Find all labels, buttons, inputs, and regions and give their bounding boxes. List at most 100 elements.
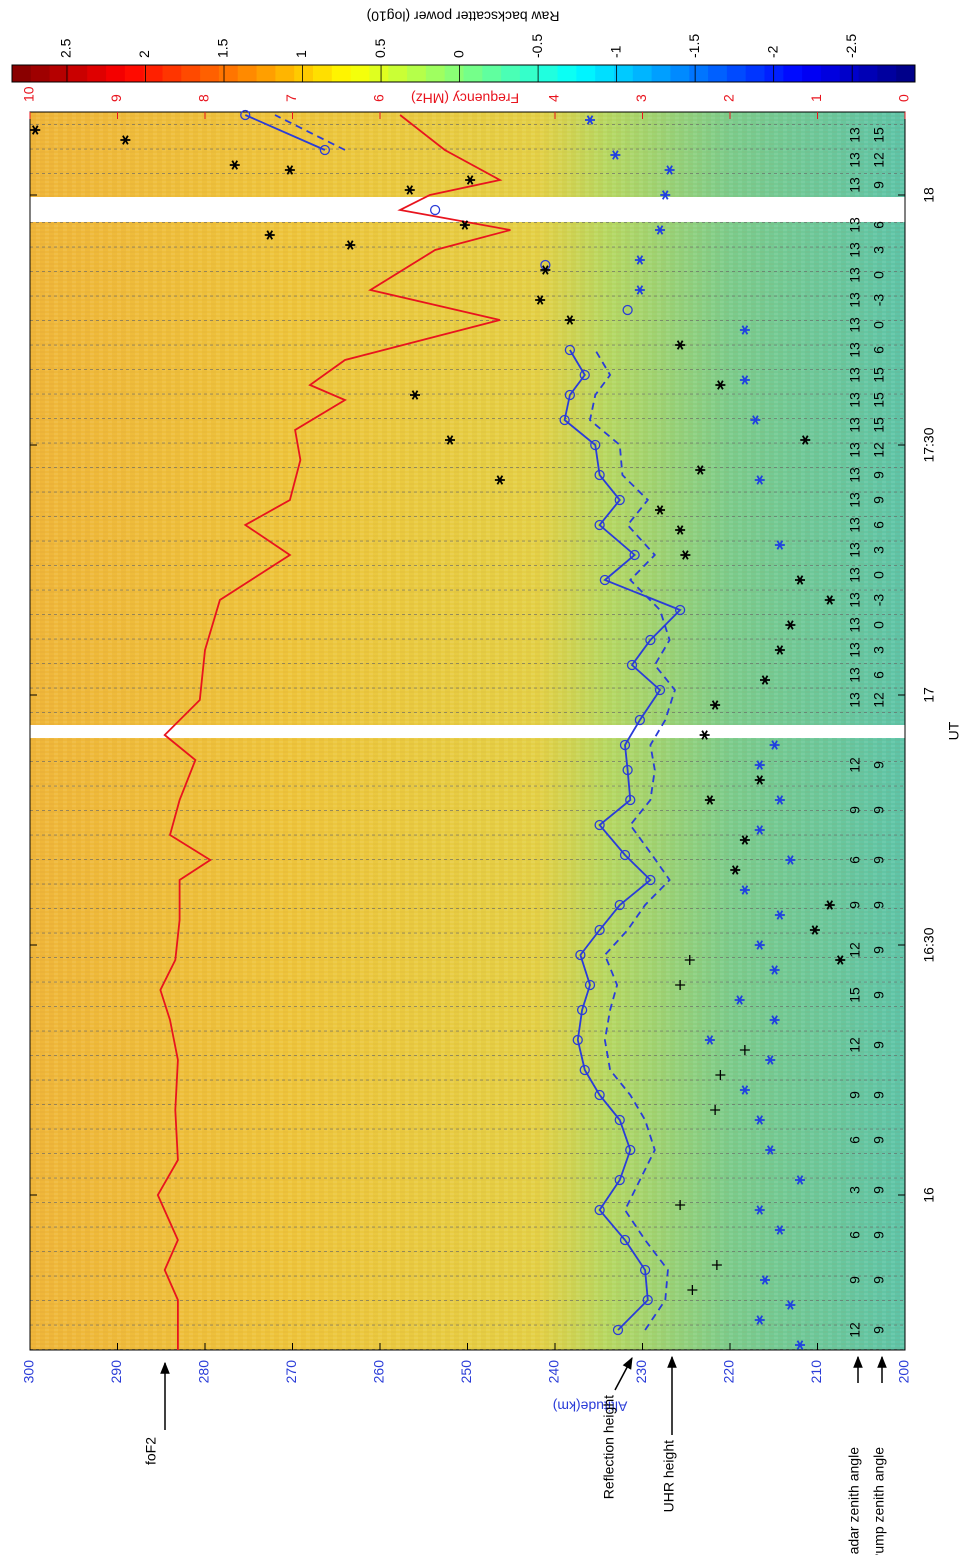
- colorbar-tick-label: -1: [607, 45, 623, 58]
- data-gap: [30, 725, 905, 738]
- marker-star: [774, 795, 785, 805]
- marker-circle: [594, 519, 605, 531]
- y-tick-label: 290: [108, 1360, 124, 1384]
- zenith-angle-label: 13: [847, 417, 863, 433]
- marker-circle: [645, 634, 656, 646]
- zenith-angle-label: 3: [871, 246, 887, 254]
- zenith-angle-label: 6: [871, 521, 887, 529]
- zenith-angle-label: 15: [871, 127, 887, 143]
- marker-star: [774, 540, 785, 550]
- marker-plus: [687, 1285, 698, 1295]
- marker-circle: [576, 1004, 588, 1016]
- series-line: [244, 114, 682, 1331]
- marker-star: [459, 220, 470, 230]
- colorbar-cell: [407, 65, 427, 82]
- annotation-arrow: [614, 1356, 633, 1391]
- y-tick-label: 220: [721, 1360, 737, 1384]
- y2-tick-label: 9: [108, 94, 124, 102]
- marker-star: [664, 165, 675, 175]
- zenith-angle-label: 9: [871, 761, 887, 769]
- zenith-angle-label: 0: [871, 621, 887, 629]
- marker-star: [769, 740, 780, 750]
- zenith-angle-label: 6: [871, 671, 887, 679]
- marker-star: [795, 575, 805, 585]
- marker-circle: [626, 659, 638, 671]
- marker-star: [754, 775, 765, 785]
- colorbar-cell: [87, 65, 107, 82]
- colorbar-cell: [557, 65, 577, 82]
- marker-star: [739, 1085, 750, 1095]
- zenith-angle-label: 13: [847, 317, 863, 333]
- marker-star: [785, 620, 796, 630]
- marker-star: [769, 1015, 780, 1025]
- marker-star: [655, 505, 665, 515]
- colorbar-cell: [49, 65, 69, 82]
- marker-star: [774, 910, 785, 920]
- marker-star: [734, 995, 745, 1005]
- colorbar-tick-label: -2: [764, 45, 780, 58]
- zenith-angle-label: 9: [847, 1091, 863, 1099]
- zenith-angle-label: 9: [871, 946, 887, 954]
- y-tick-label: 260: [371, 1360, 387, 1384]
- colorbar-tick-label: 0.5: [372, 38, 388, 58]
- zenith-angle-label: 13: [847, 392, 863, 408]
- zenith-angle-label: 9: [871, 901, 887, 909]
- marker-star: [284, 165, 295, 175]
- zenith-angle-label: 9: [871, 1231, 887, 1239]
- marker-star: [715, 380, 726, 390]
- marker-star: [710, 700, 721, 710]
- marker-star: [229, 160, 240, 170]
- zenith-angle-label: 12: [871, 152, 887, 168]
- zenith-angle-label: 15: [871, 392, 887, 408]
- colorbar-cell: [802, 65, 822, 82]
- zenith-angle-label: 9: [871, 1326, 887, 1334]
- annotation-label: UHR height: [661, 1440, 677, 1512]
- marker-star: [704, 795, 715, 805]
- marker-star: [760, 1275, 770, 1285]
- marker-star: [795, 1340, 805, 1350]
- marker-circle: [559, 414, 570, 426]
- colorbar-cell: [614, 65, 634, 82]
- zenith-angle-label: 9: [871, 991, 887, 999]
- zenith-angle-label: 6: [871, 346, 887, 354]
- marker-circle: [594, 924, 605, 936]
- marker-circle: [634, 714, 646, 726]
- y2-tick-label: 10: [21, 86, 37, 102]
- marker-star: [824, 595, 835, 605]
- colorbar-cell: [181, 65, 201, 82]
- colorbar-cell: [12, 65, 32, 82]
- zenith-angle-label: 13: [847, 367, 863, 383]
- marker-star: [739, 325, 750, 335]
- y-tick-label: 230: [633, 1360, 649, 1384]
- zenith-angle-label: 13: [847, 342, 863, 358]
- zenith-angle-label: 9: [847, 806, 863, 814]
- zenith-angle-label: 3: [871, 546, 887, 554]
- marker-star: [769, 965, 780, 975]
- marker-circle: [594, 819, 605, 831]
- zenith-angle-label: 13: [847, 292, 863, 308]
- zenith-angle-label: 12: [871, 692, 887, 708]
- zenith-angle-label: 15: [871, 367, 887, 383]
- colorbar-cell: [632, 65, 653, 82]
- colorbar-cell: [519, 65, 540, 82]
- colorbar-tick-label: -0.5: [529, 34, 545, 58]
- zenith-angle-label: 6: [847, 856, 863, 864]
- marker-circle: [622, 764, 633, 776]
- colorbar-cell: [162, 65, 182, 82]
- zenith-angle-label: 13: [847, 692, 863, 708]
- zenith-angle-label: -3: [871, 294, 887, 307]
- zenith-angle-label: 12: [847, 757, 863, 773]
- marker-star: [695, 465, 706, 475]
- annotation-label: Reflection height: [601, 1395, 617, 1499]
- marker-star: [660, 190, 671, 200]
- marker-star: [750, 415, 761, 425]
- marker-circle: [579, 1064, 590, 1076]
- marker-star: [634, 285, 645, 295]
- marker-circle: [614, 1114, 625, 1126]
- zenith-angle-label: 9: [871, 1136, 887, 1144]
- colorbar-cell: [256, 65, 276, 82]
- marker-star: [30, 125, 41, 135]
- y2-tick-label: 4: [546, 94, 562, 102]
- marker-star: [785, 1300, 796, 1310]
